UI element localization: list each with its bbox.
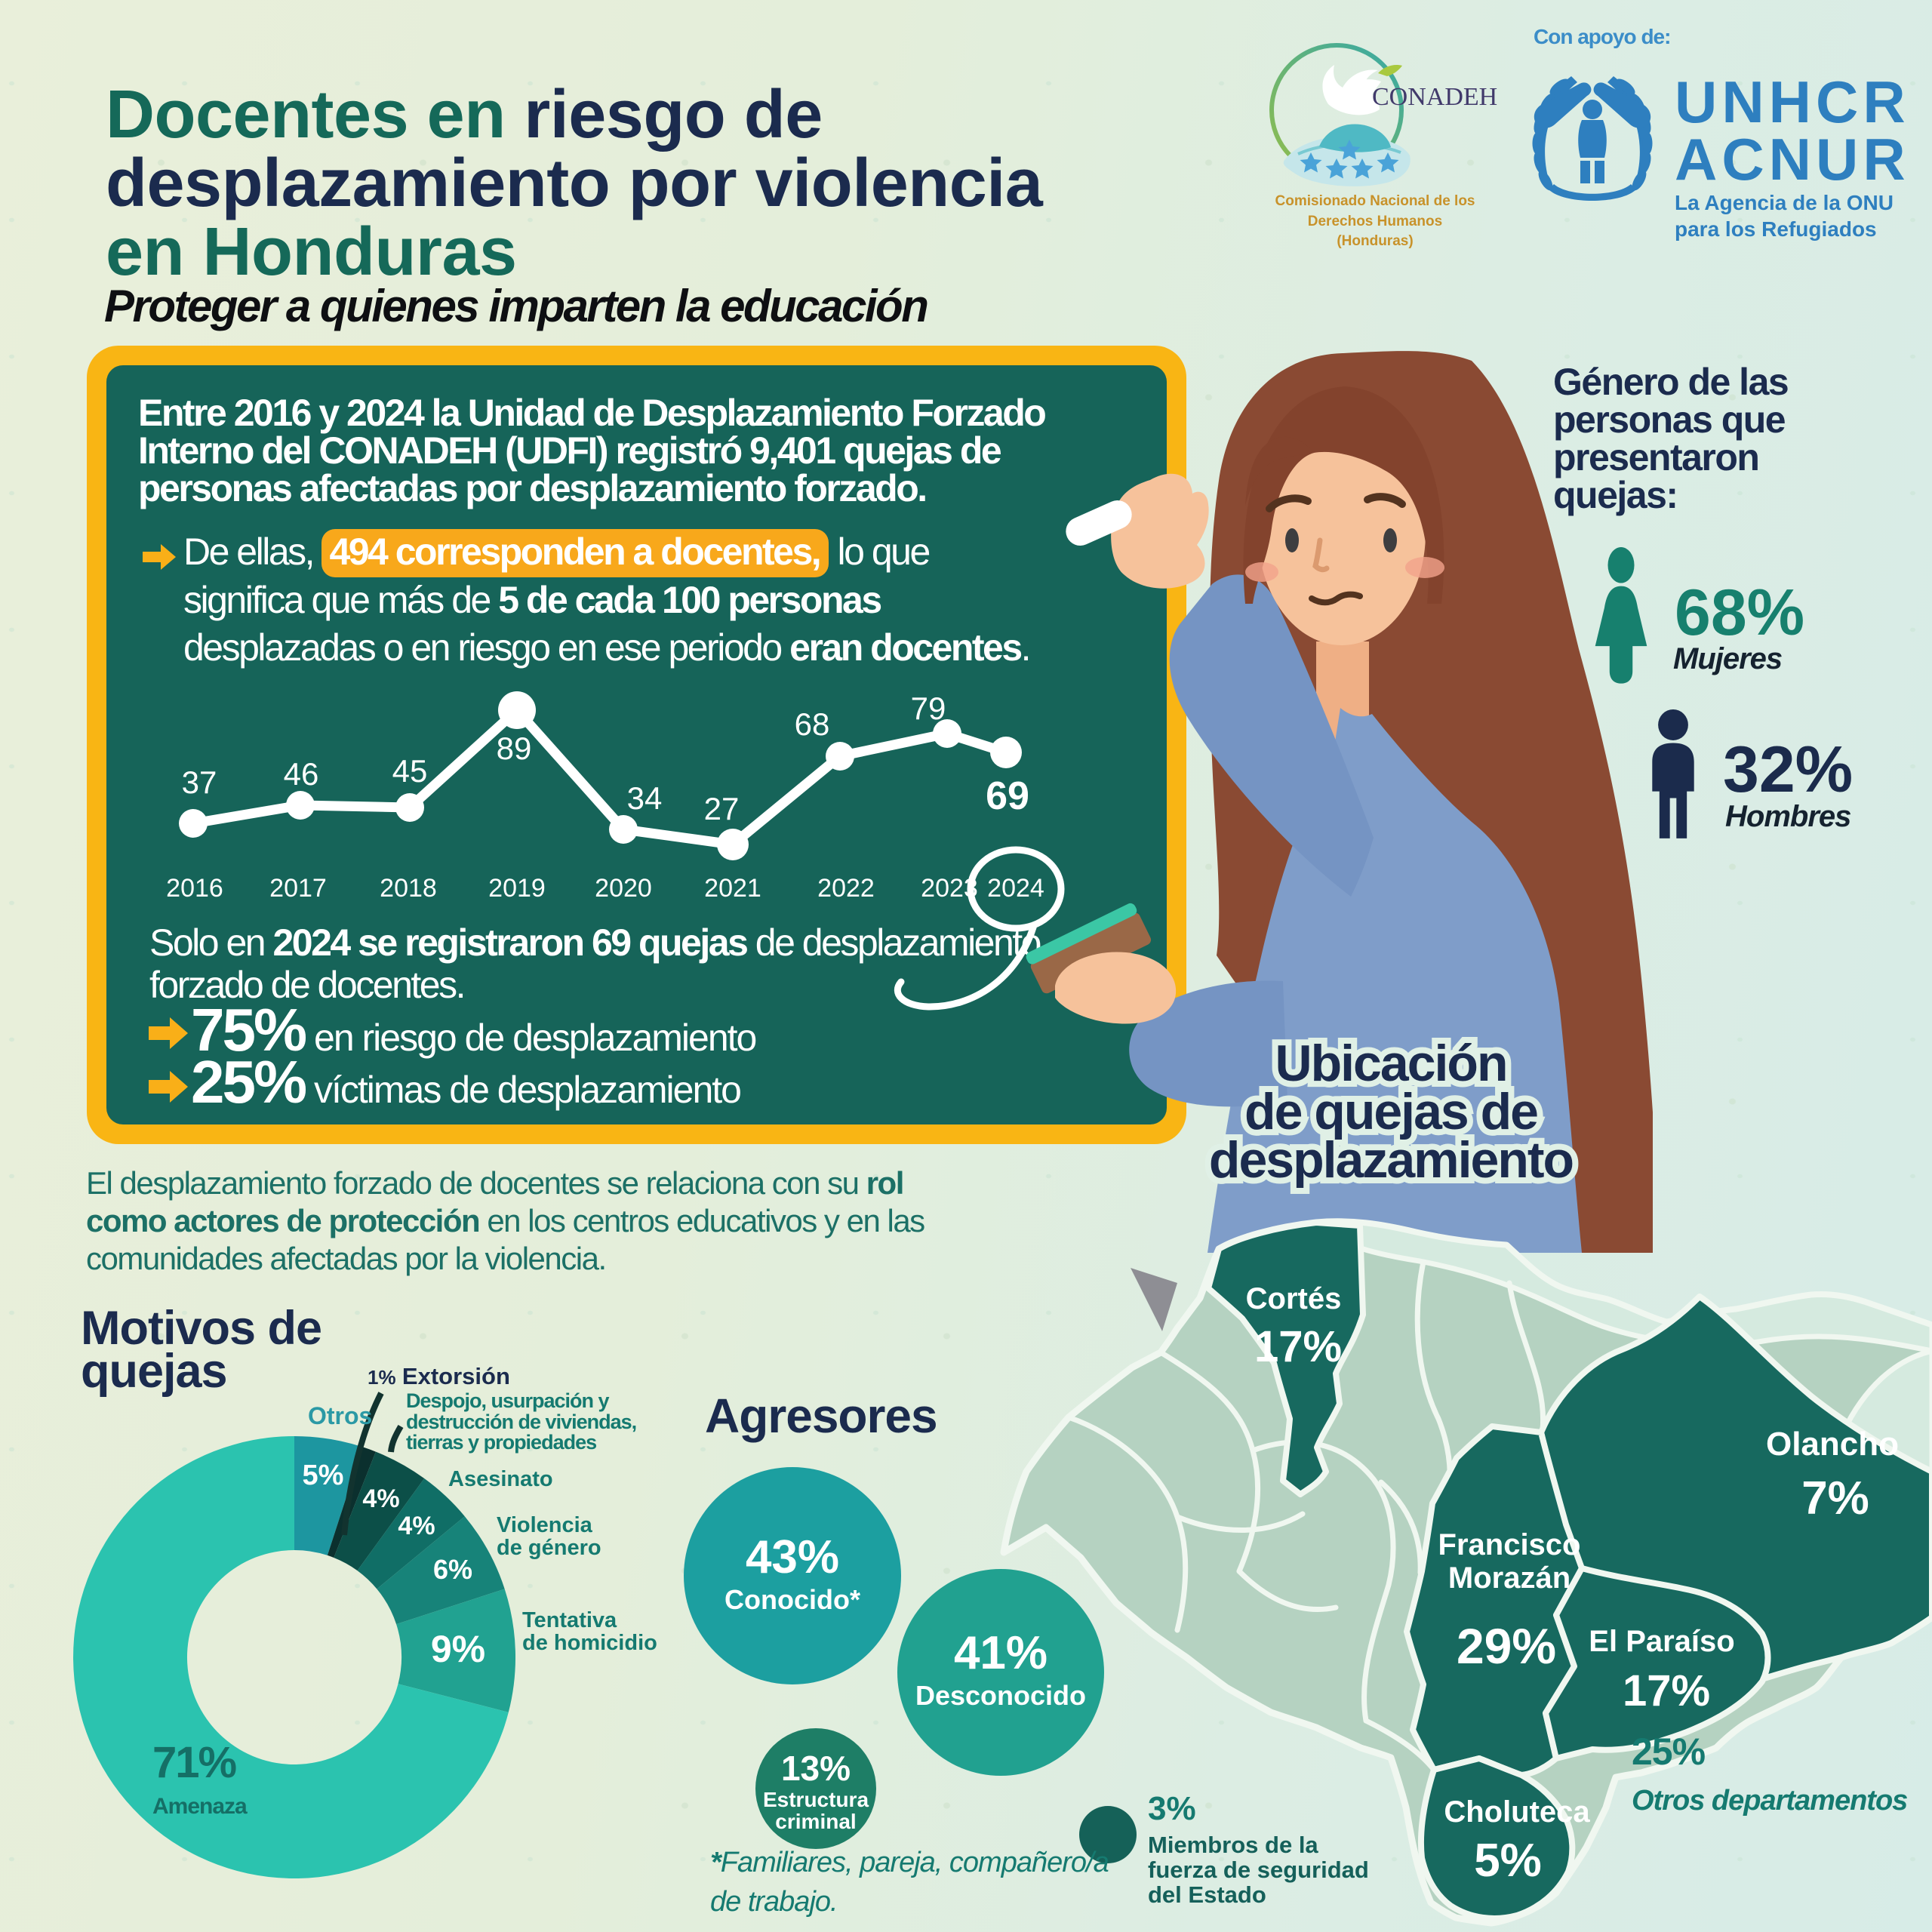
svg-text:9%: 9% (431, 1628, 485, 1670)
svg-text:(Honduras): (Honduras) (1337, 233, 1413, 249)
svg-text:17%: 17% (1623, 1666, 1710, 1715)
svg-text:Olancho: Olancho (1766, 1426, 1899, 1463)
svg-text:2018: 2018 (380, 874, 437, 903)
svg-text:27: 27 (704, 791, 740, 826)
svg-text:4%: 4% (362, 1484, 399, 1513)
svg-text:17%: 17% (1254, 1322, 1342, 1371)
svg-text:El Paraíso: El Paraíso (1589, 1625, 1734, 1658)
svg-text:79: 79 (911, 691, 946, 726)
svg-text:29%: 29% (1457, 1618, 1556, 1674)
svg-text:CONADEH: CONADEH (1372, 83, 1497, 111)
svg-text:La Agencia de la ONU: La Agencia de la ONU (1675, 191, 1894, 214)
svg-text:2021: 2021 (704, 874, 761, 903)
svg-text:4%: 4% (398, 1512, 435, 1540)
svg-text:2019: 2019 (488, 874, 546, 903)
svg-text:2022: 2022 (817, 874, 875, 903)
svg-text:25%: 25% (1632, 1730, 1706, 1773)
svg-text:Choluteca: Choluteca (1444, 1795, 1590, 1829)
svg-text:Otros departamentos: Otros departamentos (1632, 1785, 1907, 1817)
svg-text:69: 69 (986, 774, 1029, 818)
svg-text:2017: 2017 (269, 874, 327, 903)
svg-text:5%: 5% (1474, 1835, 1542, 1887)
svg-text:Francisco: Francisco (1438, 1528, 1581, 1561)
svg-text:6%: 6% (433, 1554, 472, 1585)
svg-text:7%: 7% (1801, 1472, 1869, 1524)
svg-text:ACNUR: ACNUR (1675, 126, 1910, 192)
svg-text:45: 45 (392, 753, 428, 789)
svg-text:Derechos Humanos: Derechos Humanos (1308, 214, 1442, 229)
svg-text:Comisionado Nacional de los: Comisionado Nacional de los (1275, 193, 1475, 209)
svg-text:para los Refugiados: para los Refugiados (1675, 217, 1877, 241)
svg-text:2016: 2016 (166, 874, 223, 903)
svg-text:46: 46 (284, 756, 319, 792)
svg-text:5%: 5% (303, 1460, 344, 1491)
svg-text:2024: 2024 (987, 874, 1044, 903)
svg-text:2020: 2020 (595, 874, 652, 903)
svg-text:37: 37 (182, 764, 217, 800)
svg-text:Cortés: Cortés (1246, 1282, 1342, 1315)
svg-text:Morazán: Morazán (1448, 1561, 1571, 1595)
svg-text:68: 68 (795, 706, 830, 742)
svg-text:89: 89 (497, 731, 532, 766)
svg-text:34: 34 (627, 780, 663, 816)
svg-text:UNHCR: UNHCR (1675, 69, 1910, 135)
